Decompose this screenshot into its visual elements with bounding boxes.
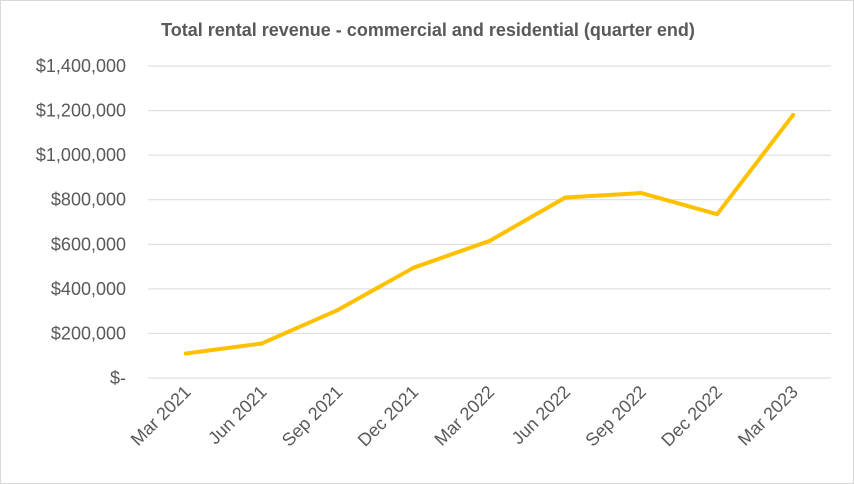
y-tick-label: $200,000 bbox=[51, 323, 126, 343]
data-point bbox=[335, 308, 340, 313]
y-tick-label: $- bbox=[110, 368, 126, 388]
y-tick-label: $800,000 bbox=[51, 190, 126, 210]
y-tick-label: $1,200,000 bbox=[36, 101, 126, 121]
y-axis-ticks: $- $200,000 $400,000 $600,000 $800,000 $1,000… bbox=[36, 56, 126, 388]
chart-title: Total rental revenue - commercial and re… bbox=[161, 20, 695, 40]
y-tick-label: $1,000,000 bbox=[36, 145, 126, 165]
y-tick-label: $600,000 bbox=[51, 234, 126, 254]
x-tick-label: Dec 2022 bbox=[657, 382, 726, 451]
data-point bbox=[791, 113, 796, 118]
x-tick-label: Mar 2023 bbox=[734, 382, 802, 450]
x-tick-label: Sep 2022 bbox=[581, 382, 650, 451]
x-tick-label: Sep 2021 bbox=[278, 382, 347, 451]
y-tick-label: $1,400,000 bbox=[36, 56, 126, 76]
series-layer bbox=[183, 113, 796, 356]
x-tick-label: Dec 2021 bbox=[354, 382, 423, 451]
data-point bbox=[715, 212, 720, 217]
data-point bbox=[259, 341, 264, 346]
gridlines bbox=[148, 65, 831, 379]
x-tick-label: Jun 2021 bbox=[204, 382, 271, 449]
data-point bbox=[183, 351, 188, 356]
x-axis-ticks: Mar 2021 Jun 2021 Sep 2021 Dec 2021 Mar 2022… bbox=[127, 382, 802, 451]
y-tick-label: $400,000 bbox=[51, 279, 126, 299]
x-tick-label: Jun 2022 bbox=[508, 382, 575, 449]
data-point bbox=[563, 195, 568, 200]
series-line bbox=[183, 113, 796, 356]
x-tick-label: Mar 2021 bbox=[127, 382, 195, 450]
data-point bbox=[639, 191, 644, 196]
data-point bbox=[487, 238, 492, 243]
x-tick-label: Mar 2022 bbox=[430, 382, 498, 450]
data-point bbox=[411, 265, 416, 270]
